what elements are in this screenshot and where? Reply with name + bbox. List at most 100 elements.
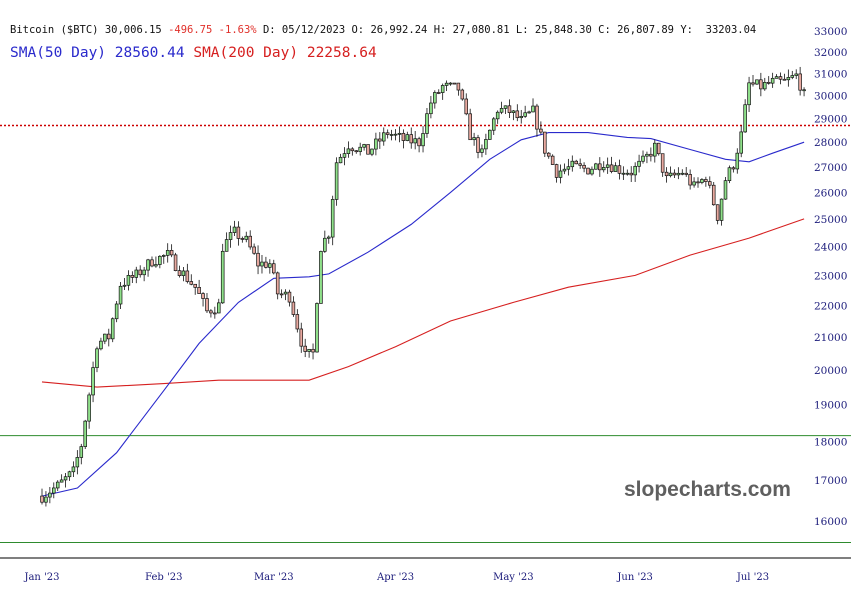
price-tick-label: 33000 <box>814 26 847 38</box>
candle <box>425 107 429 138</box>
candle <box>550 154 555 166</box>
candle <box>558 164 563 184</box>
high-value: 27,080.81 <box>452 24 510 36</box>
candle-body-up <box>134 269 139 278</box>
candle-body-down <box>252 246 256 254</box>
candle-body-down <box>271 263 276 274</box>
candle-body-down <box>766 81 771 84</box>
y-label: Y: <box>680 24 693 36</box>
candle <box>240 236 245 243</box>
candle <box>590 166 594 176</box>
candle <box>668 166 673 178</box>
candle <box>158 255 162 269</box>
candle <box>511 110 516 121</box>
candle <box>330 195 335 246</box>
candle <box>48 487 52 504</box>
candle-body-up <box>605 164 610 168</box>
candle-body-up <box>484 139 488 150</box>
candle <box>488 129 492 140</box>
sma50-label: SMA(50 Day) <box>10 45 107 61</box>
candle-body-up <box>71 466 76 473</box>
candle <box>491 117 496 135</box>
candle-body-down <box>452 82 457 85</box>
candle-body-down <box>303 345 307 352</box>
candle <box>283 289 288 301</box>
price-tick-label: 16000 <box>814 516 847 528</box>
candle-body-up <box>232 226 237 233</box>
candle <box>366 144 370 155</box>
candle <box>315 302 319 353</box>
candle-body-up <box>393 133 398 136</box>
candle-body-up <box>425 113 429 134</box>
candle <box>448 82 453 86</box>
candle <box>393 129 398 141</box>
candle-body-down <box>574 160 578 165</box>
candle-body-up <box>228 232 233 240</box>
price-tick-label: 17000 <box>814 475 847 487</box>
candle <box>676 167 681 180</box>
candle <box>527 110 531 114</box>
candle <box>177 265 182 278</box>
candle-body-down <box>295 314 300 330</box>
watermark-logo: slopecharts.com <box>624 478 791 501</box>
candle <box>256 245 260 275</box>
candle <box>55 480 60 492</box>
candle <box>586 167 590 175</box>
candle <box>774 74 779 79</box>
candle <box>232 220 237 236</box>
candle-body-up <box>739 131 743 154</box>
price-tick-label: 20000 <box>814 365 847 377</box>
candle-body-up <box>719 198 724 221</box>
candle-body-up <box>429 102 433 115</box>
candle <box>338 153 343 164</box>
candle-body-up <box>122 284 127 287</box>
candle <box>539 121 543 135</box>
candle <box>381 127 386 146</box>
candle <box>303 338 307 358</box>
candle-body-up <box>110 318 115 340</box>
price-tick-label: 31000 <box>814 68 847 80</box>
price-change: -496.75 <box>168 24 213 36</box>
candle <box>641 150 645 164</box>
candle <box>546 152 551 159</box>
candle-body-up <box>499 108 504 113</box>
candle-body-down <box>554 164 559 178</box>
candle-body-up <box>763 81 767 90</box>
candle-body-up <box>330 199 335 238</box>
price-tick-label: 24000 <box>814 242 847 254</box>
candle-body-up <box>558 170 563 178</box>
candle-body-down <box>366 144 370 155</box>
candle-body-up <box>641 155 645 162</box>
candle <box>653 139 657 163</box>
candle <box>519 109 524 124</box>
candle <box>601 161 606 173</box>
candle <box>189 274 194 286</box>
candle <box>260 255 264 274</box>
date-tick-label: Mar '23 <box>254 572 294 583</box>
date-tick-label: May '23 <box>493 572 534 583</box>
candle-body-up <box>491 118 496 131</box>
candle-body-down <box>409 134 414 144</box>
candle-body-up <box>413 138 417 144</box>
candle <box>138 265 142 278</box>
candle <box>790 70 795 80</box>
candle-body-up <box>44 496 48 503</box>
candle <box>44 491 48 507</box>
candle-body-down <box>248 235 252 248</box>
candle <box>763 77 767 91</box>
candle <box>629 166 633 182</box>
sma-legend: SMA(50 Day) 28560.44 SMA(200 Day) 22258.… <box>10 45 377 61</box>
candle-body-up <box>570 160 575 168</box>
price-axis: 16000 17000 18000 19000 20000 21000 22000 23000… <box>814 26 847 528</box>
price-tick-label: 30000 <box>814 91 847 103</box>
candle-body-down <box>240 238 245 240</box>
candle <box>535 103 539 137</box>
candle <box>594 162 598 170</box>
candle <box>107 328 111 347</box>
price-tick-label: 23000 <box>814 270 847 282</box>
candle <box>264 256 268 269</box>
candle-body-up <box>55 481 60 489</box>
candle-body-up <box>323 237 327 252</box>
candle <box>103 333 107 345</box>
candle-body-up <box>260 261 264 267</box>
